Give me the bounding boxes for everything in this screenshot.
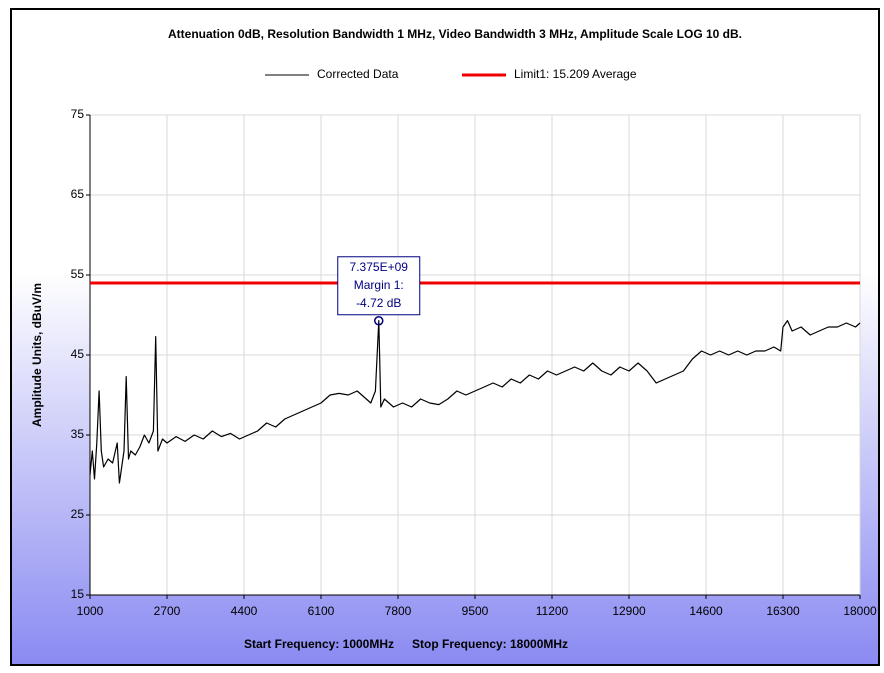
x-tick-label: 16300 <box>766 604 800 618</box>
x-tick-label: 2700 <box>154 604 181 618</box>
y-tick-label: 45 <box>71 347 85 361</box>
x-tick-label: 14600 <box>689 604 723 618</box>
annotation-text: -4.72 dB <box>356 296 401 310</box>
chart-title: Attenuation 0dB, Resolution Bandwidth 1 … <box>168 27 742 41</box>
x-tick-label: 18000 <box>843 604 877 618</box>
annotation-text: Margin 1: <box>354 278 404 292</box>
footer-stop: Stop Frequency: 18000MHz <box>412 637 568 651</box>
annotation-text: 7.375E+09 <box>350 260 409 274</box>
x-tick-label: 4400 <box>231 604 258 618</box>
footer-start: Start Frequency: 1000MHz <box>244 637 394 651</box>
y-tick-label: 35 <box>71 427 85 441</box>
y-tick-label: 65 <box>71 187 85 201</box>
x-tick-label: 7800 <box>385 604 412 618</box>
series-line <box>89 320 861 484</box>
y-axis-label: Amplitude Units, dBuV/m <box>30 283 44 427</box>
x-tick-label: 1000 <box>77 604 104 618</box>
x-tick-label: 12900 <box>612 604 646 618</box>
y-tick-label: 75 <box>71 107 85 121</box>
x-tick-label: 6100 <box>308 604 335 618</box>
x-tick-label: 11200 <box>536 604 569 618</box>
annotation-box <box>337 256 421 316</box>
y-tick-label: 15 <box>71 587 85 601</box>
legend-label: Corrected Data <box>317 67 399 81</box>
y-tick-label: 25 <box>71 507 85 521</box>
x-tick-label: 9500 <box>462 604 489 618</box>
marker <box>374 316 384 326</box>
legend-label: Limit1: 15.209 Average <box>514 67 637 81</box>
y-tick-label: 55 <box>71 267 85 281</box>
